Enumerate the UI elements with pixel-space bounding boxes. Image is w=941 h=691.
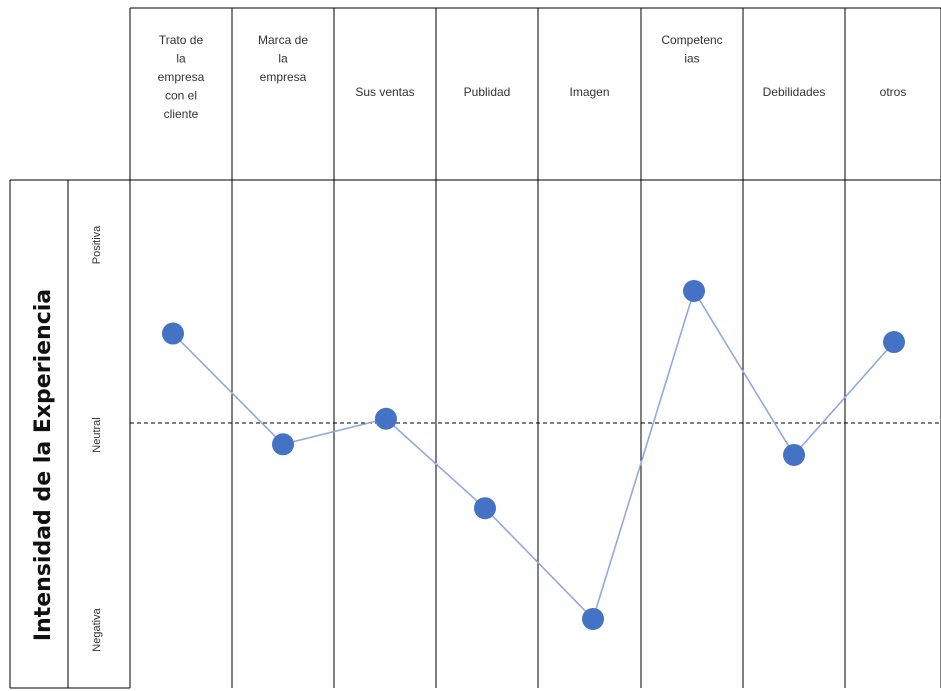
data-point-2 (375, 407, 397, 430)
category-label-2: Sus ventas (355, 85, 414, 99)
y-level-neutral: Neutral (91, 417, 103, 452)
chart-frame (9, 7, 941, 689)
y-level-positive: Positiva (91, 225, 103, 264)
y-axis-title: Intensidad de la Experiencia (31, 289, 56, 641)
category-label-3: Publidad (464, 85, 511, 99)
data-point-6 (783, 443, 805, 466)
data-point-7 (883, 331, 905, 354)
category-headers: Trato de la empresa con el cliente Marca de la… (158, 33, 907, 121)
data-point-5 (683, 279, 705, 302)
data-point-1 (272, 433, 294, 456)
category-label-7: otros (880, 85, 907, 99)
y-axis-panel: Intensidad de la Experiencia Positiva Ne… (31, 225, 103, 652)
data-points (162, 279, 905, 630)
category-label-6: Debilidades (763, 85, 826, 99)
category-label-1: Marca de la empresa (258, 33, 308, 84)
data-point-4 (582, 607, 604, 630)
series-line (172, 289, 895, 621)
category-label-5: Competenc ias (661, 33, 722, 66)
data-point-3 (474, 497, 496, 520)
series-polyline (172, 289, 895, 621)
data-point-0 (162, 322, 184, 345)
category-label-0: Trato de la empresa con el cliente (158, 33, 205, 121)
category-label-4: Imagen (569, 85, 609, 99)
y-level-negative: Negativa (91, 607, 103, 651)
